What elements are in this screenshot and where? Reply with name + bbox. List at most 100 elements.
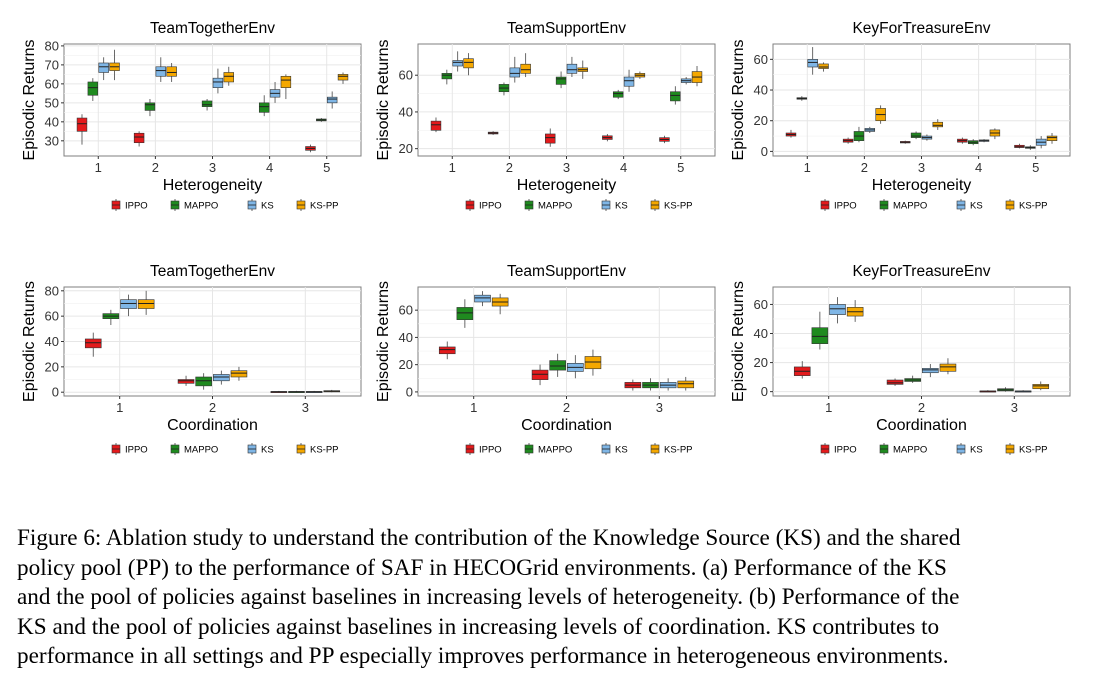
x-tick-label: 4 <box>975 160 982 175</box>
legend-label: MAPPO <box>538 445 572 456</box>
caption-saf: SAF <box>380 554 424 581</box>
legend-label: KS <box>615 445 628 456</box>
x-tick-label: 3 <box>563 160 570 175</box>
x-tick-label: 2 <box>209 400 216 415</box>
x-axis-label: Heterogeneity <box>163 177 263 194</box>
x-tick-label: 1 <box>825 400 832 415</box>
legend-label: KS <box>261 201 274 212</box>
panel-title: KeyForTreasureEnv <box>852 20 990 37</box>
box-mappo <box>670 91 681 102</box>
box-ippo <box>886 379 904 385</box>
box-ks <box>155 66 167 77</box>
x-tick-label: 1 <box>95 160 102 175</box>
legend-label: IPPO <box>479 445 502 456</box>
panel-title: TeamTogetherEnv <box>150 263 275 280</box>
box-ks-pp <box>520 63 531 74</box>
box-mappo <box>811 327 829 344</box>
panel-title: TeamTogetherEnv <box>150 20 275 37</box>
panel-title: TeamSupportEnv <box>507 263 626 280</box>
x-tick-label: 3 <box>918 160 925 175</box>
box-ks <box>509 67 521 78</box>
x-tick-label: 4 <box>620 160 627 175</box>
legend-label: KS-PP <box>1019 201 1048 212</box>
box-ks <box>326 96 338 104</box>
box-ippo <box>438 346 456 355</box>
caption-line: policy pool (PP) to the performance of S… <box>17 554 1087 584</box>
box-ks-pp <box>280 75 292 88</box>
box-mappo <box>612 91 624 98</box>
box-ks-pp <box>932 121 943 128</box>
box-ks <box>120 299 137 309</box>
legend-label: MAPPO <box>538 201 572 212</box>
y-tick-label: 60 <box>399 303 413 318</box>
box-ippo <box>76 117 88 132</box>
x-tick-label: 2 <box>152 160 159 175</box>
x-tick-label: 3 <box>656 400 663 415</box>
y-tick-label: 60 <box>754 52 768 67</box>
x-tick-label: 1 <box>449 160 456 175</box>
y-tick-label: 40 <box>399 330 413 345</box>
x-tick-label: 5 <box>1032 160 1039 175</box>
x-axis-label: Coordination <box>167 417 258 434</box>
box-ks-pp <box>337 74 349 81</box>
box-ippo <box>133 132 145 144</box>
legend-label: MAPPO <box>893 445 927 456</box>
y-tick-label: 20 <box>399 357 413 372</box>
panel-title: KeyForTreasureEnv <box>852 263 990 280</box>
box-ks <box>452 60 463 67</box>
y-tick-label: 80 <box>45 38 59 53</box>
legend-label: IPPO <box>834 445 857 456</box>
x-tick-label: 3 <box>302 400 309 415</box>
box-mappo <box>910 132 922 138</box>
box-ks-pp <box>677 380 695 389</box>
box-mappo <box>456 307 474 320</box>
x-tick-label: 4 <box>266 160 273 175</box>
box-ippo <box>430 120 442 131</box>
box-mappo <box>144 102 156 111</box>
box-ippo <box>545 133 556 144</box>
box-ks-pp <box>1046 135 1058 141</box>
x-tick-label: 2 <box>506 160 513 175</box>
y-axis-label: Episodic Returns <box>730 281 747 402</box>
x-axis-label: Coordination <box>876 417 967 434</box>
box-ks <box>623 76 635 87</box>
x-axis-label: Heterogeneity <box>517 177 617 194</box>
legend-label: KS-PP <box>664 445 693 456</box>
box-ks-pp <box>939 363 957 372</box>
box-ks-pp <box>1032 384 1050 390</box>
box-ippo <box>84 338 102 349</box>
x-tick-label: 1 <box>470 400 477 415</box>
box-ks-pp <box>818 63 829 69</box>
x-tick-label: 5 <box>323 160 330 175</box>
box-ks-pp <box>166 66 177 77</box>
y-tick-label: 0 <box>761 384 768 399</box>
box-ks-pp <box>584 356 602 370</box>
y-tick-label: 40 <box>399 104 413 119</box>
y-tick-label: 20 <box>754 355 768 370</box>
caption-line: and the pool of policies against baselin… <box>17 584 960 610</box>
box-mappo <box>201 100 213 107</box>
legend-label: KS-PP <box>1019 445 1048 456</box>
box-ks <box>566 63 578 74</box>
legend-label: KS <box>970 201 983 212</box>
legend-label: IPPO <box>125 445 148 456</box>
y-tick-label: 0 <box>406 384 413 399</box>
y-tick-label: 60 <box>45 309 59 324</box>
y-tick-label: 40 <box>754 326 768 341</box>
x-tick-label: 5 <box>677 160 684 175</box>
y-tick-label: 80 <box>45 283 59 298</box>
box-ippo <box>177 379 195 384</box>
figure-caption: Figure 6: Ablation study to understand t… <box>17 524 1087 672</box>
box-mappo <box>195 376 212 387</box>
y-tick-label: 60 <box>399 68 413 83</box>
box-ks <box>922 368 939 374</box>
y-tick-label: 20 <box>754 113 768 128</box>
legend-label: IPPO <box>125 201 148 212</box>
y-axis-label: Episodic Returns <box>375 40 392 161</box>
caption-text: policy pool (PP) to the performance of <box>17 554 381 581</box>
y-axis-label: Episodic Returns <box>21 281 38 402</box>
x-tick-label: 2 <box>861 160 868 175</box>
legend-label: KS-PP <box>310 201 339 212</box>
legend-label: MAPPO <box>893 201 927 212</box>
